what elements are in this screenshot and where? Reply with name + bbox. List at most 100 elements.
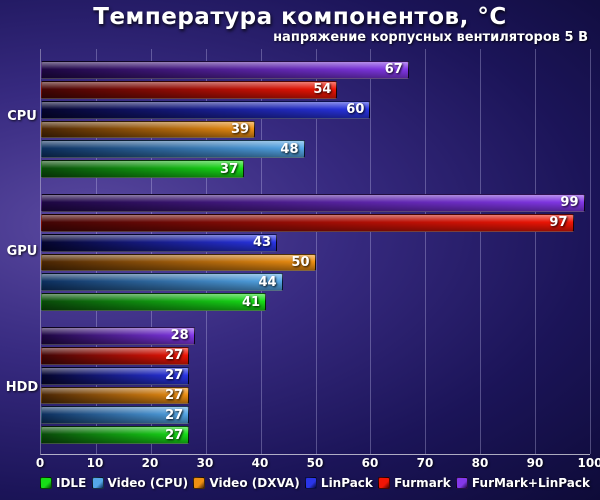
legend-swatch-linpack: [304, 477, 317, 489]
chart-area: CPU GPU HDD 67 54 60 39 48 37 99 97 43 50 44 41 28 27 27…: [0, 45, 600, 455]
gridlines: [41, 49, 591, 454]
bar-cpu-video-cpu: 48: [41, 140, 305, 159]
bar-value-label: 99: [560, 195, 579, 211]
bar-gpu-video-dxva: 50: [41, 253, 316, 272]
legend-label: FurMark+LinPack: [471, 476, 590, 490]
bar-cpu-furmark-linpack: 67: [41, 61, 409, 79]
bar-gpu-furmark-linpack: 99: [41, 194, 585, 212]
bar-value-label: 39: [231, 121, 250, 137]
x-tick-label: 40: [251, 456, 269, 470]
legend-item-idle: IDLE: [40, 476, 86, 490]
bar-value-label: 60: [346, 102, 365, 118]
bar-row: 27: [41, 425, 590, 445]
bar-row: 67: [41, 60, 590, 80]
bar-row: 54: [41, 80, 590, 100]
bar-value-label: 41: [241, 294, 261, 310]
legend-swatch-video-cpu: [91, 477, 104, 489]
bar-cpu-furmark: 54: [41, 80, 338, 99]
x-tick-label: 50: [306, 456, 324, 470]
legend-label: Video (CPU): [107, 476, 189, 490]
plot-area: 67 54 60 39 48 37 99 97 43 50 44 41 28 27 27 27 27 27: [40, 49, 591, 455]
gridline: [370, 49, 372, 454]
bar-hdd-furmark-linpack: 28: [41, 327, 195, 345]
bar-row: 43: [41, 233, 590, 253]
bar-value-label: 27: [165, 368, 184, 384]
bar-value-label: 27: [165, 407, 184, 423]
bar-row: 50: [41, 253, 590, 273]
gridline: [590, 49, 591, 454]
legend-item-furmark-linpack: FurMark+LinPack: [455, 476, 590, 490]
legend-label: Video (DXVA): [209, 476, 300, 490]
x-tick-label: 100: [577, 456, 600, 470]
gridline: [535, 49, 537, 454]
y-axis-labels: CPU GPU HDD: [4, 49, 40, 455]
bar-value-label: 50: [291, 254, 310, 270]
gridline: [205, 49, 207, 454]
gridline: [150, 49, 152, 454]
legend: IDLE Video (CPU) Video (DXVA) LinPack Furmar…: [0, 472, 600, 500]
bar-hdd-idle: 27: [41, 426, 190, 444]
bar-value-label: 97: [549, 215, 568, 231]
bar-row: 27: [41, 346, 590, 366]
bar-row: 48: [41, 139, 590, 159]
bar-cpu-idle: 37: [41, 160, 245, 178]
x-tick-label: 60: [361, 456, 379, 470]
bar-hdd-video-cpu: 27: [41, 406, 190, 425]
bar-gpu-linpack: 43: [41, 233, 278, 252]
bar-value-label: 48: [280, 141, 299, 157]
category-label-hdd: HDD: [5, 379, 39, 395]
bar-group-gpu: 99 97 43 50 44 41: [41, 193, 590, 312]
legend-item-linpack: LinPack: [304, 476, 373, 490]
bar-gpu-video-cpu: 44: [41, 273, 283, 292]
bar-row: 27: [41, 386, 590, 406]
gridline: [315, 49, 317, 454]
legend-label: Furmark: [394, 476, 451, 490]
bar-value-label: 67: [384, 62, 403, 78]
x-tick-label: 20: [141, 456, 159, 470]
gridline: [260, 49, 262, 454]
chart-title: Температура компонентов, °C: [93, 4, 507, 30]
bar-row: 99: [41, 193, 590, 213]
bar-value-label: 54: [313, 82, 332, 98]
x-tick-label: 10: [86, 456, 104, 470]
bar-row: 97: [41, 213, 590, 233]
x-tick-label: 0: [35, 456, 45, 470]
bar-group-hdd: 28 27 27 27 27 27: [41, 326, 590, 445]
bar-group-cpu: 67 54 60 39 48 37: [41, 60, 590, 179]
legend-swatch-video-dxva: [193, 477, 206, 489]
bar-cpu-video-dxva: 39: [41, 120, 256, 139]
x-tick-label: 90: [526, 456, 544, 470]
category-label-cpu: CPU: [7, 109, 37, 125]
legend-item-video-dxva: Video (DXVA): [193, 476, 300, 490]
bar-value-label: 27: [165, 348, 184, 364]
bar-value-label: 37: [220, 161, 239, 177]
category-label-gpu: GPU: [6, 244, 38, 260]
legend-swatch-furmark-linpack: [455, 477, 468, 489]
bar-value-label: 27: [165, 427, 184, 443]
bar-gpu-idle: 41: [41, 293, 267, 311]
bar-row: 44: [41, 272, 590, 292]
bar-value-label: 43: [252, 235, 272, 251]
bar-hdd-linpack: 27: [41, 366, 190, 385]
bar-hdd-furmark: 27: [41, 346, 190, 365]
bar-row: 27: [41, 366, 590, 386]
x-tick-label: 80: [471, 456, 489, 470]
x-tick-label: 30: [196, 456, 214, 470]
legend-swatch-idle: [40, 477, 52, 489]
legend-label: LinPack: [320, 476, 373, 490]
legend-item-video-cpu: Video (CPU): [91, 476, 189, 490]
legend-item-furmark: Furmark: [378, 476, 451, 490]
legend-swatch-furmark: [378, 477, 391, 489]
gridline: [480, 49, 482, 454]
bar-hdd-video-dxva: 27: [41, 386, 190, 405]
bar-row: 37: [41, 159, 590, 179]
gridline: [95, 49, 97, 454]
bar-cpu-linpack: 60: [41, 100, 371, 119]
bar-row: 28: [41, 326, 590, 346]
bar-value-label: 44: [258, 274, 277, 290]
chart-header: Температура компонентов, °C напряжение к…: [0, 0, 600, 45]
bar-row: 41: [41, 292, 590, 312]
legend-label: IDLE: [56, 476, 87, 490]
bar-value-label: 28: [170, 328, 189, 344]
x-tick-label: 70: [416, 456, 434, 470]
